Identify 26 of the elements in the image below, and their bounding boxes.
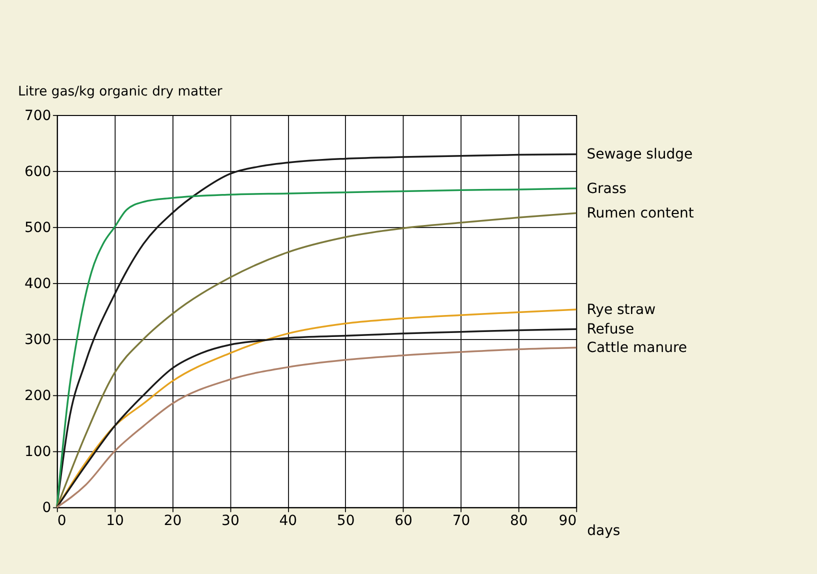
x-tick-label: 70: [452, 513, 470, 530]
x-tick-label: 60: [394, 513, 412, 530]
series-label: Refuse: [586, 321, 634, 338]
y-tick-label: 400: [24, 276, 52, 292]
y-tick-label: 500: [24, 220, 52, 236]
y-tick-label: 300: [24, 332, 52, 348]
series-label: Cattle manure: [586, 340, 688, 356]
series-label: Rye straw: [586, 302, 656, 318]
x-axis-title: days: [587, 522, 620, 539]
x-tick-label: 90: [558, 513, 577, 530]
x-tick-label: 80: [510, 513, 528, 530]
series-label: Rumen content: [586, 205, 694, 222]
y-tick-label: 100: [24, 444, 52, 460]
x-tick-label: 50: [336, 513, 355, 530]
series-label: Grass: [586, 180, 626, 197]
y-tick-label: 200: [24, 388, 52, 404]
y-tick-label: 700: [24, 108, 52, 124]
y-tick-label: 600: [24, 164, 52, 180]
x-tick-label: 0: [57, 513, 66, 530]
y-tick-label: 0: [42, 500, 52, 516]
series-label: Sewage sludge: [586, 146, 693, 163]
y-axis-title: Litre gas/kg organic dry matter: [18, 84, 223, 100]
x-tick-label: 10: [106, 513, 124, 530]
x-tick-label: 40: [279, 513, 298, 530]
x-tick-label: 20: [164, 513, 182, 530]
x-tick-label: 30: [222, 513, 240, 530]
